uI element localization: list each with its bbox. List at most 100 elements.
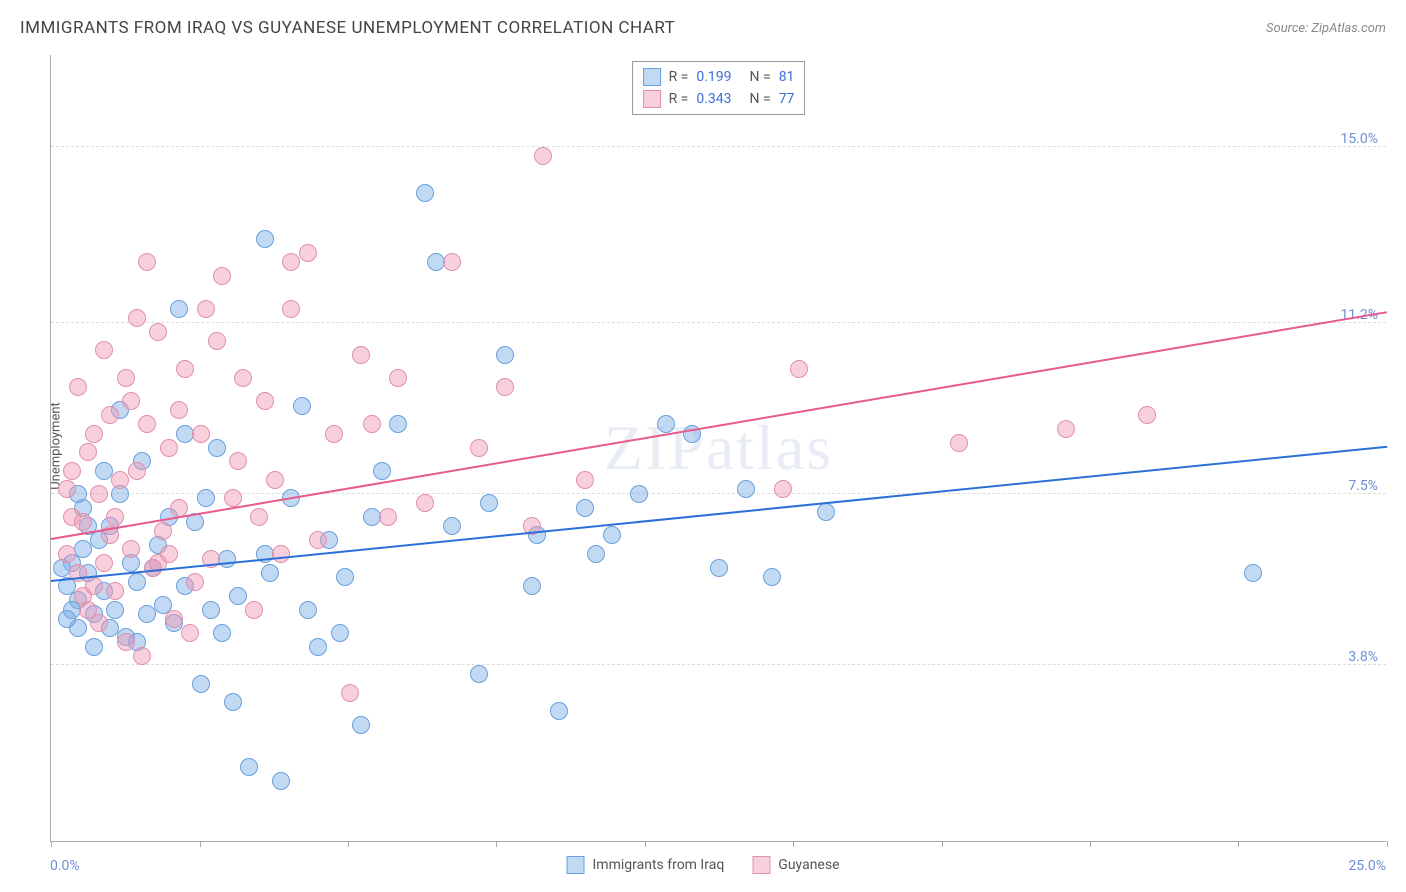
scatter-point xyxy=(256,230,274,248)
legend-correlation: R = 0.199 N = 81 R = 0.343 N = 77 xyxy=(632,61,806,115)
scatter-point xyxy=(117,633,135,651)
legend-item: Immigrants from Iraq xyxy=(567,856,725,874)
scatter-point xyxy=(176,360,194,378)
gridline xyxy=(51,493,1386,494)
scatter-point xyxy=(363,415,381,433)
scatter-point xyxy=(352,346,370,364)
scatter-point xyxy=(117,369,135,387)
scatter-point xyxy=(138,415,156,433)
scatter-point xyxy=(138,253,156,271)
scatter-point xyxy=(224,693,242,711)
scatter-point xyxy=(133,647,151,665)
scatter-point xyxy=(229,587,247,605)
scatter-point xyxy=(1244,564,1262,582)
x-tick xyxy=(1238,841,1239,847)
scatter-point xyxy=(352,716,370,734)
scatter-point xyxy=(85,425,103,443)
scatter-point xyxy=(774,480,792,498)
plot-area: ZIPatlas R = 0.199 N = 81 R = 0.343 N = … xyxy=(50,55,1386,842)
scatter-point xyxy=(74,513,92,531)
scatter-point xyxy=(534,147,552,165)
scatter-point xyxy=(160,439,178,457)
x-tick xyxy=(645,841,646,847)
scatter-point xyxy=(197,300,215,318)
scatter-point xyxy=(165,610,183,628)
legend-swatch xyxy=(567,856,585,874)
scatter-point xyxy=(224,489,242,507)
scatter-point xyxy=(170,300,188,318)
scatter-point xyxy=(74,540,92,558)
scatter-point xyxy=(128,309,146,327)
n-value-b: 77 xyxy=(779,91,795,107)
y-tick-label: 3.8% xyxy=(1348,649,1378,665)
gridline xyxy=(51,322,1386,323)
scatter-point xyxy=(154,522,172,540)
scatter-point xyxy=(763,568,781,586)
scatter-point xyxy=(480,494,498,512)
x-tick xyxy=(1387,841,1388,847)
scatter-point xyxy=(389,369,407,387)
gridline xyxy=(51,146,1386,147)
scatter-point xyxy=(240,758,258,776)
n-label: N = xyxy=(750,69,771,85)
scatter-point xyxy=(587,545,605,563)
chart-container: IMMIGRANTS FROM IRAQ VS GUYANESE UNEMPLO… xyxy=(0,0,1406,892)
r-label: R = xyxy=(669,91,689,107)
scatter-point xyxy=(576,471,594,489)
scatter-point xyxy=(657,415,675,433)
scatter-point xyxy=(261,564,279,582)
scatter-point xyxy=(336,568,354,586)
x-tick xyxy=(793,841,794,847)
y-tick-label: 7.5% xyxy=(1348,478,1378,494)
scatter-point xyxy=(790,360,808,378)
scatter-point xyxy=(122,540,140,558)
r-value-a: 0.199 xyxy=(696,69,731,85)
scatter-point xyxy=(213,624,231,642)
scatter-point xyxy=(331,624,349,642)
scatter-point xyxy=(379,508,397,526)
scatter-point xyxy=(550,702,568,720)
scatter-point xyxy=(416,494,434,512)
legend-label: Immigrants from Iraq xyxy=(593,857,725,873)
scatter-point xyxy=(208,332,226,350)
scatter-point xyxy=(266,471,284,489)
scatter-point xyxy=(106,601,124,619)
scatter-point xyxy=(576,499,594,517)
scatter-point xyxy=(128,573,146,591)
scatter-point xyxy=(58,480,76,498)
scatter-point xyxy=(299,244,317,262)
scatter-point xyxy=(443,517,461,535)
scatter-point xyxy=(63,462,81,480)
scatter-point xyxy=(630,485,648,503)
r-value-b: 0.343 xyxy=(696,91,731,107)
scatter-point xyxy=(299,601,317,619)
scatter-point xyxy=(443,253,461,271)
scatter-point xyxy=(192,675,210,693)
x-axis-max-label: 25.0% xyxy=(1348,858,1386,874)
scatter-point xyxy=(90,614,108,632)
scatter-point xyxy=(106,582,124,600)
scatter-point xyxy=(192,425,210,443)
x-tick xyxy=(496,841,497,847)
scatter-point xyxy=(1057,420,1075,438)
scatter-point xyxy=(111,471,129,489)
legend-series: Immigrants from Iraq Guyanese xyxy=(567,856,840,874)
scatter-point xyxy=(325,425,343,443)
scatter-point xyxy=(416,184,434,202)
scatter-point xyxy=(341,684,359,702)
scatter-point xyxy=(69,378,87,396)
legend-item: Guyanese xyxy=(752,856,839,874)
scatter-point xyxy=(160,545,178,563)
scatter-point xyxy=(272,545,290,563)
scatter-point xyxy=(373,462,391,480)
scatter-point xyxy=(710,559,728,577)
gridline xyxy=(51,664,1386,665)
legend-row-a: R = 0.199 N = 81 xyxy=(643,66,795,88)
scatter-point xyxy=(470,439,488,457)
scatter-point xyxy=(181,624,199,642)
swatch-a xyxy=(643,68,661,86)
scatter-point xyxy=(309,531,327,549)
scatter-point xyxy=(197,489,215,507)
scatter-point xyxy=(202,601,220,619)
r-label: R = xyxy=(669,69,689,85)
